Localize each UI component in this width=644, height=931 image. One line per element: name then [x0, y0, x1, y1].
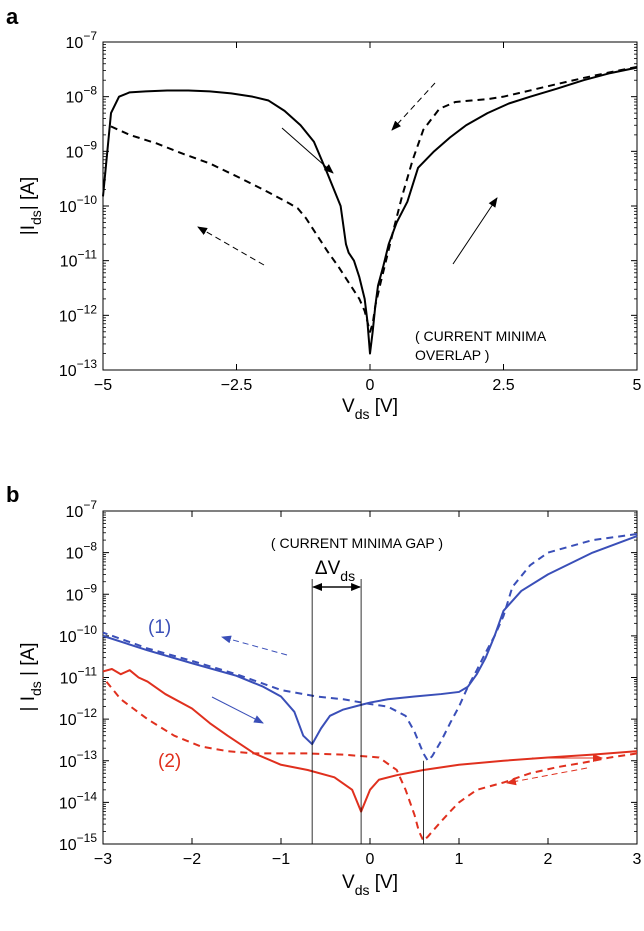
panel-b-xlabel-sub: ds [355, 882, 370, 898]
y-tick-label: 10−10 [59, 193, 97, 216]
panel-a-xlabel-main: V [342, 396, 355, 417]
panel-b-ticks: −3 −2 −1 0 1 2 3 10−15 10−14 10−13 10−12 10−11 10−10… [59, 498, 642, 868]
panel-a-label: a [6, 4, 19, 29]
panel-b-series-2-dashed [102, 533, 638, 762]
panel-b-ylabel-main: | I [18, 696, 39, 712]
panel-b-xlabel-rest: [V] [369, 872, 398, 893]
panel-b-frame [102, 510, 638, 845]
panel-b-ylabel: | Ids | [A] [18, 642, 44, 711]
y-tick-label: 10−12 [59, 302, 97, 325]
y-tick-label: 10−7 [66, 29, 98, 52]
panel-a-annotation-line-2: OVERLAP ) [415, 347, 489, 363]
panel-b-series-3-solid [102, 668, 638, 813]
x-tick-label: 1 [455, 851, 464, 868]
panel-a-xlabel: Vds [V] [342, 396, 398, 422]
y-tick-label: 10−8 [66, 540, 98, 563]
x-tick-label: 0 [366, 377, 375, 394]
panel-b-arrow-blue-forward [211, 696, 264, 724]
panel-b-ylabel-rest: | [A] [18, 642, 39, 681]
y-tick-label: 10−14 [59, 789, 97, 812]
panel-a-ylabel-rest: | [A] [18, 177, 39, 210]
panel-b-arrow-blue-reverse [221, 635, 288, 656]
panel-b-ylabel-sub: ds [28, 681, 44, 696]
x-tick-label: 2 [544, 851, 553, 868]
panel-b-delta-sub: ds [340, 568, 355, 584]
x-tick-label: 2.5 [492, 377, 514, 394]
panel-b-delta-main: ΔV [315, 558, 341, 579]
panel-a-ylabel-main: |I [18, 225, 39, 235]
panel-a-xlabel-sub: ds [355, 406, 370, 422]
panel-a-arrow-sweep-1 [281, 127, 334, 174]
y-tick-label: 10−9 [66, 581, 98, 604]
y-tick-label: 10−15 [59, 831, 97, 854]
panel-a-ylabel-sub: ds [28, 210, 44, 225]
x-tick-label: 0 [366, 851, 375, 868]
panel-a-series-2-dashed [107, 65, 638, 333]
panel-b-series-1-solid [102, 535, 638, 746]
y-tick-label: 10−13 [59, 748, 97, 771]
panel-a-series-1-solid [102, 66, 638, 355]
x-tick-label: −3 [94, 851, 112, 868]
panel-a: a −5 −2.5 0 2.5 5 10−13 10−12 10−11 10−10 10−9 10−… [6, 4, 642, 422]
y-tick-label: 10−11 [60, 248, 98, 271]
panel-b-arrow-red-reverse [506, 767, 588, 786]
panel-b-series-label-1: (1) [148, 617, 171, 638]
y-tick-label: 10−10 [59, 623, 97, 646]
panel-b-series-4-dashed [102, 676, 638, 842]
panel-b: b −3 −2 −1 0 1 2 3 10−15 10−14 10−13 10−12 10−11 10−… [6, 482, 642, 898]
y-tick-label: 10−9 [66, 138, 98, 161]
x-tick-label: −5 [94, 377, 112, 394]
panel-a-arrow-sweep-2 [452, 197, 498, 265]
panel-b-label: b [6, 482, 19, 507]
panel-a-ticks: −5 −2.5 0 2.5 5 10−13 10−12 10−11 10−10 10−9 10−8 1… [59, 29, 642, 394]
x-tick-label: −2 [183, 851, 201, 868]
y-tick-label: 10−7 [66, 498, 98, 521]
panel-b-delta-label: ΔVds [315, 558, 355, 584]
x-tick-label: −1 [272, 851, 290, 868]
panel-a-ylabel: |Ids| [A] [18, 177, 44, 235]
panel-a-annotation-line-1: ( CURRENT MINIMA [415, 328, 547, 344]
x-tick-label: 5 [633, 377, 642, 394]
panel-b-annotation: ( CURRENT MINIMA GAP ) [271, 535, 443, 551]
panel-b-xlabel-main: V [342, 872, 355, 893]
panel-a-arrow-sweep-4 [197, 226, 265, 266]
panel-b-xlabel: Vds [V] [342, 872, 398, 898]
panel-b-curves [102, 533, 638, 842]
panel-a-curves [102, 65, 638, 355]
x-tick-label: 3 [633, 851, 642, 868]
y-tick-label: 10−13 [59, 357, 97, 380]
panel-b-series-label-2: (2) [158, 751, 181, 772]
panel-a-xlabel-rest: [V] [369, 396, 398, 417]
panel-b-delta-vds-marker [311, 579, 424, 844]
x-tick-label: −2.5 [221, 377, 253, 394]
y-tick-label: 10−11 [60, 665, 98, 688]
y-tick-label: 10−8 [66, 84, 98, 107]
y-tick-label: 10−12 [59, 706, 97, 729]
panel-a-arrow-sweep-3 [391, 82, 436, 131]
